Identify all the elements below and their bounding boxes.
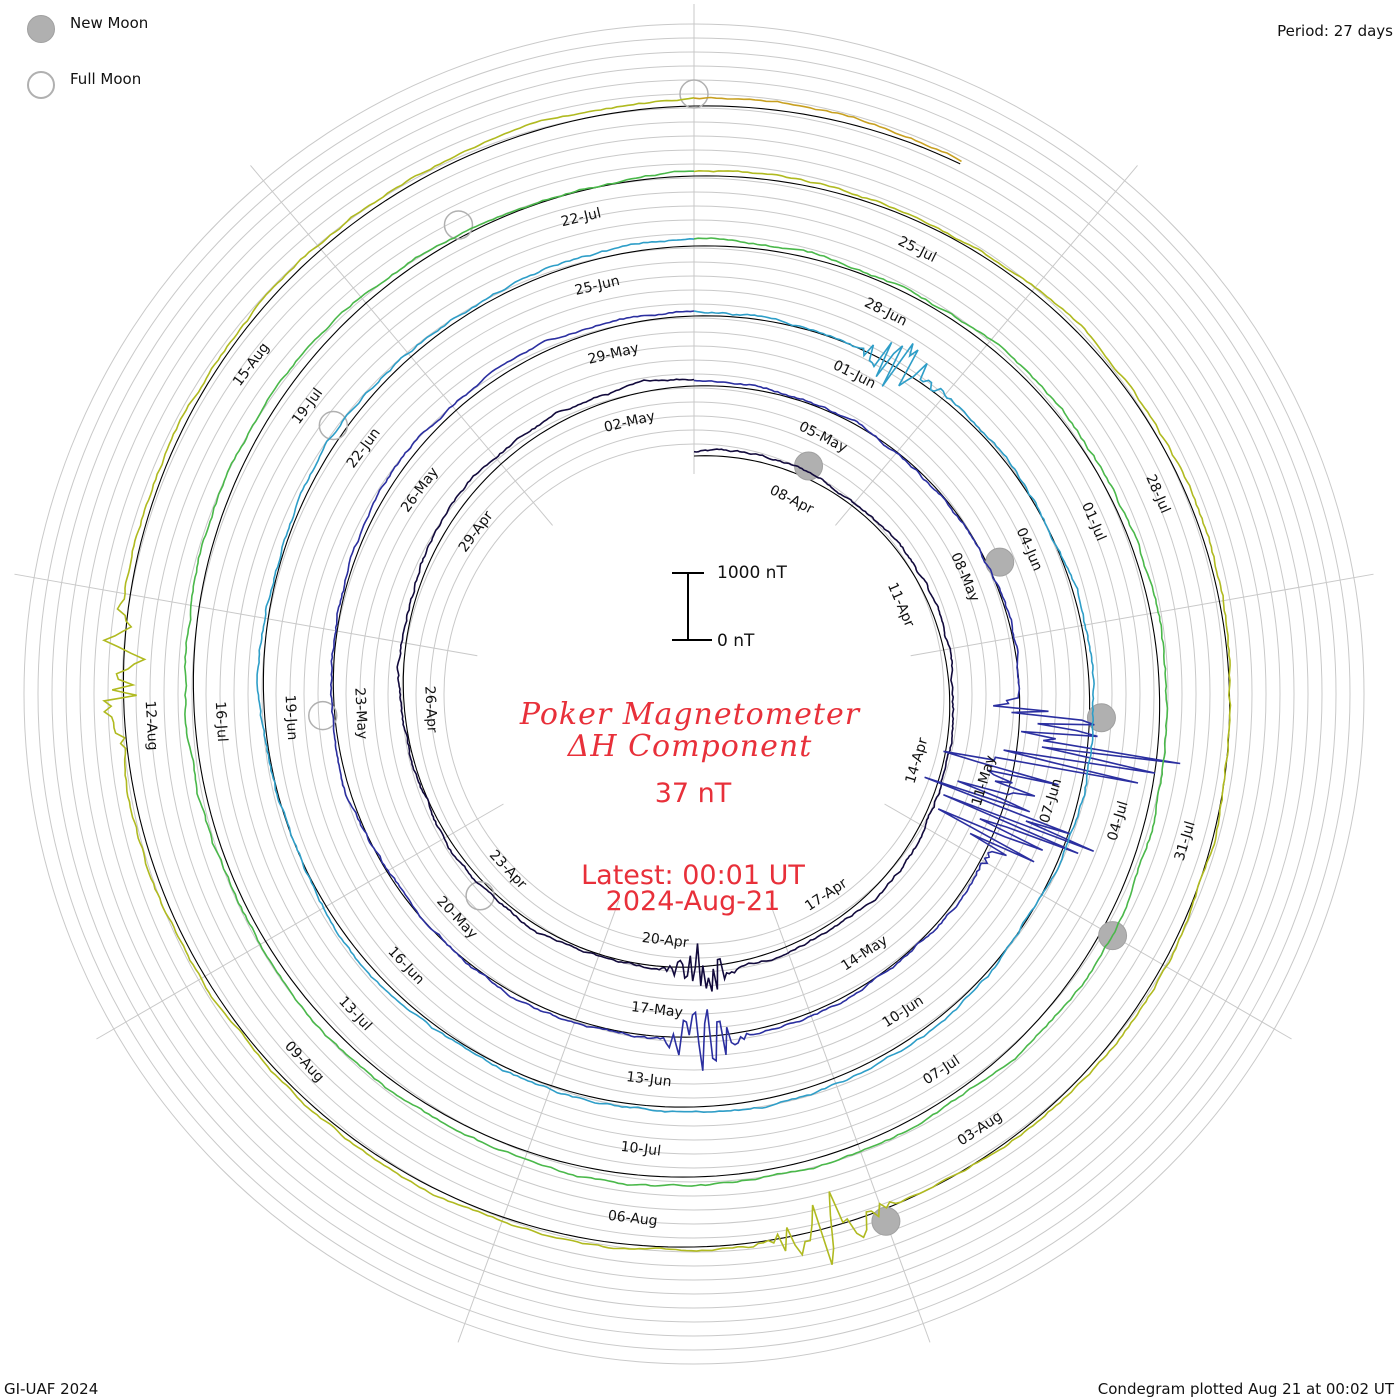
period-label: Period: 27 days	[1277, 22, 1393, 40]
date-label: 11-Apr	[884, 580, 917, 630]
footer-plot-time: Condegram plotted Aug 21 at 00:02 UT	[1097, 1380, 1394, 1398]
series-line	[329, 310, 1181, 1071]
baseline-spiral	[122, 105, 1231, 1248]
date-label: 31-Jul	[1172, 819, 1199, 862]
date-label: 01-Jul	[1078, 500, 1109, 544]
radial-line	[884, 803, 1292, 1040]
series-line	[101, 97, 1232, 1265]
date-label: 20-Apr	[641, 930, 690, 951]
radial-line	[14, 573, 478, 657]
full-moon-icon	[27, 71, 55, 99]
series-line	[693, 96, 962, 163]
latest-time: Latest: 00:01 UT	[581, 860, 805, 891]
baseline-spiral	[693, 105, 961, 165]
new-moon-marker	[871, 1206, 901, 1236]
date-label: 13-Jun	[625, 1069, 672, 1090]
date-label: 09-Aug	[281, 1038, 327, 1085]
day-radial-lines	[14, 4, 1374, 1343]
full-moon-marker	[318, 410, 349, 441]
latest-date: 2024-Aug-21	[605, 886, 781, 917]
date-label: 16-Jul	[212, 701, 230, 742]
date-label: 14-May	[839, 932, 891, 974]
footer-credit: GI-UAF 2024	[4, 1380, 99, 1398]
scale-top-label: 1000 nT	[717, 563, 787, 583]
date-label: 05-May	[796, 419, 849, 457]
zero-baseline-circles	[122, 105, 1231, 1248]
date-label: 17-May	[630, 999, 683, 1021]
date-label: 26-Apr	[421, 685, 440, 733]
date-label: 25-Jul	[895, 233, 938, 266]
series-line	[183, 170, 1169, 1187]
chart-title: Poker Magnetometer	[519, 697, 861, 732]
radial-line	[835, 165, 1138, 526]
full-moon-label: Full Moon	[70, 70, 142, 88]
new-moon-marker	[1086, 703, 1116, 733]
scale-bar	[672, 572, 712, 641]
baseline-spiral	[332, 315, 1021, 1038]
full-moon-marker	[443, 210, 474, 240]
series-line	[396, 378, 955, 992]
date-label: 29-May	[586, 340, 640, 367]
chart-subtitle: ΔH Component	[567, 729, 813, 764]
radial-line	[910, 573, 1374, 657]
moon-markers	[308, 79, 1128, 1236]
date-label: 28-Jul	[1142, 472, 1173, 516]
date-label: 23-May	[351, 687, 370, 740]
series-group	[101, 96, 1232, 1265]
full-moon-marker	[465, 881, 495, 911]
radial-line	[457, 900, 620, 1343]
radial-line	[96, 803, 504, 1040]
baseline-spiral	[192, 175, 1161, 1178]
scale-bottom-label: 0 nT	[717, 631, 755, 651]
current-value: 37 nT	[654, 778, 732, 809]
date-label: 08-Apr	[767, 482, 816, 517]
date-label: 02-May	[603, 408, 657, 435]
full-moon-marker	[679, 79, 709, 109]
full-moon-marker	[308, 700, 338, 731]
new-moon-marker	[985, 547, 1015, 577]
date-label: 15-Aug	[230, 340, 273, 390]
series-line	[256, 237, 1095, 1114]
date-label: 22-Jun	[344, 425, 384, 471]
radial-line	[768, 900, 931, 1343]
date-label: 12-Aug	[142, 700, 161, 751]
radial-line	[250, 165, 553, 526]
baseline-spiral	[262, 245, 1091, 1108]
new-moon-icon	[27, 15, 55, 43]
baseline-spiral	[402, 385, 951, 968]
date-label: 26-May	[398, 464, 442, 515]
date-label: 06-Aug	[607, 1208, 658, 1230]
new-moon-label: New Moon	[70, 14, 149, 32]
date-label: 19-Jun	[282, 694, 301, 740]
date-label: 10-Jul	[620, 1139, 662, 1160]
